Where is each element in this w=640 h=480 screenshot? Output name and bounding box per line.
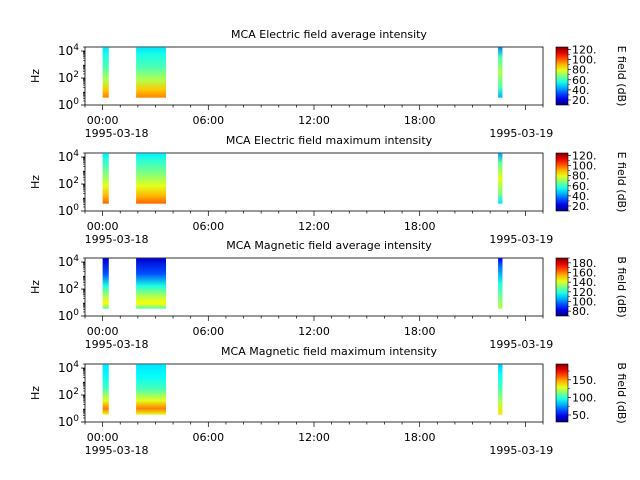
data-block [136, 364, 167, 415]
data-block [136, 258, 167, 309]
data-block [102, 364, 109, 415]
colorbar [555, 152, 569, 212]
colorbar-label: B field (dB) [615, 362, 628, 423]
data-block [498, 258, 503, 309]
x-date-start-label: 1995-03-18 [85, 338, 149, 351]
x-date-start-label: 1995-03-18 [85, 444, 149, 457]
x-date-end-label: 1995-03-19 [489, 338, 553, 351]
x-tick-label: 12:00 [298, 431, 330, 444]
colorbar-tick-label: 100. [572, 391, 597, 404]
y-axis-label: Hz [29, 175, 42, 189]
y-tick-label: 102 [58, 176, 79, 191]
x-tick-label: 06:00 [192, 325, 224, 338]
y-tick-label: 104 [58, 43, 79, 58]
colorbar-tick-label: 50. [572, 409, 590, 422]
y-tick-label: 102 [58, 387, 79, 402]
colorbar-tick-label: 100. [572, 160, 597, 173]
x-tick-label: 00:00 [87, 431, 119, 444]
data-block [136, 47, 167, 98]
panel-3: MCA Magnetic field average intensity 100 1… [29, 239, 628, 351]
colorbar-tick-label: 20. [572, 200, 590, 213]
x-tick-label: 18:00 [404, 431, 436, 444]
colorbar-tick-label: 120. [572, 286, 597, 299]
y-tick-label: 102 [58, 70, 79, 85]
y-tick-label: 100 [58, 414, 79, 429]
x-tick-label: 06:00 [192, 431, 224, 444]
x-date-end-label: 1995-03-19 [489, 233, 553, 246]
y-tick-label: 100 [58, 308, 79, 323]
x-tick-label: 00:00 [87, 325, 119, 338]
colorbar-tick-label: 180. [572, 257, 597, 270]
x-tick-label: 06:00 [192, 220, 224, 233]
x-tick-label: 18:00 [404, 220, 436, 233]
data-block [136, 153, 167, 204]
data-block [102, 258, 109, 309]
x-date-end-label: 1995-03-19 [489, 444, 553, 457]
data-block [102, 153, 109, 204]
y-axis-label: Hz [29, 69, 42, 83]
data-block [498, 153, 503, 204]
colorbar-label: E field (dB) [615, 152, 628, 213]
data-block [498, 364, 503, 415]
y-tick-label: 104 [58, 149, 79, 164]
chart-title: MCA Magnetic field average intensity [226, 239, 432, 252]
colorbar-tick-label: 150. [572, 374, 597, 387]
colorbar [555, 46, 569, 106]
chart-title: MCA Magnetic field maximum intensity [221, 345, 437, 358]
colorbar [555, 257, 569, 317]
y-tick-label: 102 [58, 281, 79, 296]
y-axis-label: Hz [29, 280, 42, 294]
colorbar-tick-label: 80. [572, 64, 590, 77]
y-tick-label: 104 [58, 360, 79, 375]
colorbar-tick-label: 100. [572, 296, 597, 309]
colorbar-tick-label: 160. [572, 267, 597, 280]
panel-2: MCA Electric field maximum intensity 100 1… [29, 134, 628, 246]
colorbar [555, 363, 569, 423]
x-date-start-label: 1995-03-18 [85, 233, 149, 246]
panel-4: MCA Magnetic field maximum intensity 100 1… [29, 345, 628, 457]
colorbar-tick-label: 60. [572, 74, 590, 87]
colorbar-tick-label: 40. [572, 190, 590, 203]
x-tick-label: 06:00 [192, 114, 224, 127]
x-tick-label: 18:00 [404, 114, 436, 127]
x-tick-label: 12:00 [298, 325, 330, 338]
colorbar-label: E field (dB) [615, 46, 628, 107]
x-tick-label: 12:00 [298, 220, 330, 233]
colorbar-tick-label: 40. [572, 84, 590, 97]
y-tick-label: 100 [58, 97, 79, 112]
colorbar-tick-label: 80. [572, 170, 590, 183]
colorbar-tick-label: 80. [572, 305, 590, 318]
colorbar-tick-label: 140. [572, 276, 597, 289]
y-tick-label: 100 [58, 203, 79, 218]
x-date-end-label: 1995-03-19 [489, 127, 553, 140]
data-block [498, 47, 503, 98]
y-tick-label: 104 [58, 254, 79, 269]
panel-1: MCA Electric field average intensity 100 1… [29, 28, 628, 140]
x-date-start-label: 1995-03-18 [85, 127, 149, 140]
chart-title: MCA Electric field maximum intensity [226, 134, 433, 147]
colorbar-tick-label: 120. [572, 150, 597, 163]
x-tick-label: 00:00 [87, 220, 119, 233]
colorbar-tick-label: 100. [572, 54, 597, 67]
colorbar-tick-label: 20. [572, 94, 590, 107]
x-tick-label: 12:00 [298, 114, 330, 127]
x-tick-label: 00:00 [87, 114, 119, 127]
chart-title: MCA Electric field average intensity [231, 28, 427, 41]
x-tick-label: 18:00 [404, 325, 436, 338]
data-block [102, 47, 109, 98]
colorbar-tick-label: 60. [572, 180, 590, 193]
y-axis-label: Hz [29, 386, 42, 400]
colorbar-label: B field (dB) [615, 256, 628, 317]
colorbar-tick-label: 120. [572, 44, 597, 57]
